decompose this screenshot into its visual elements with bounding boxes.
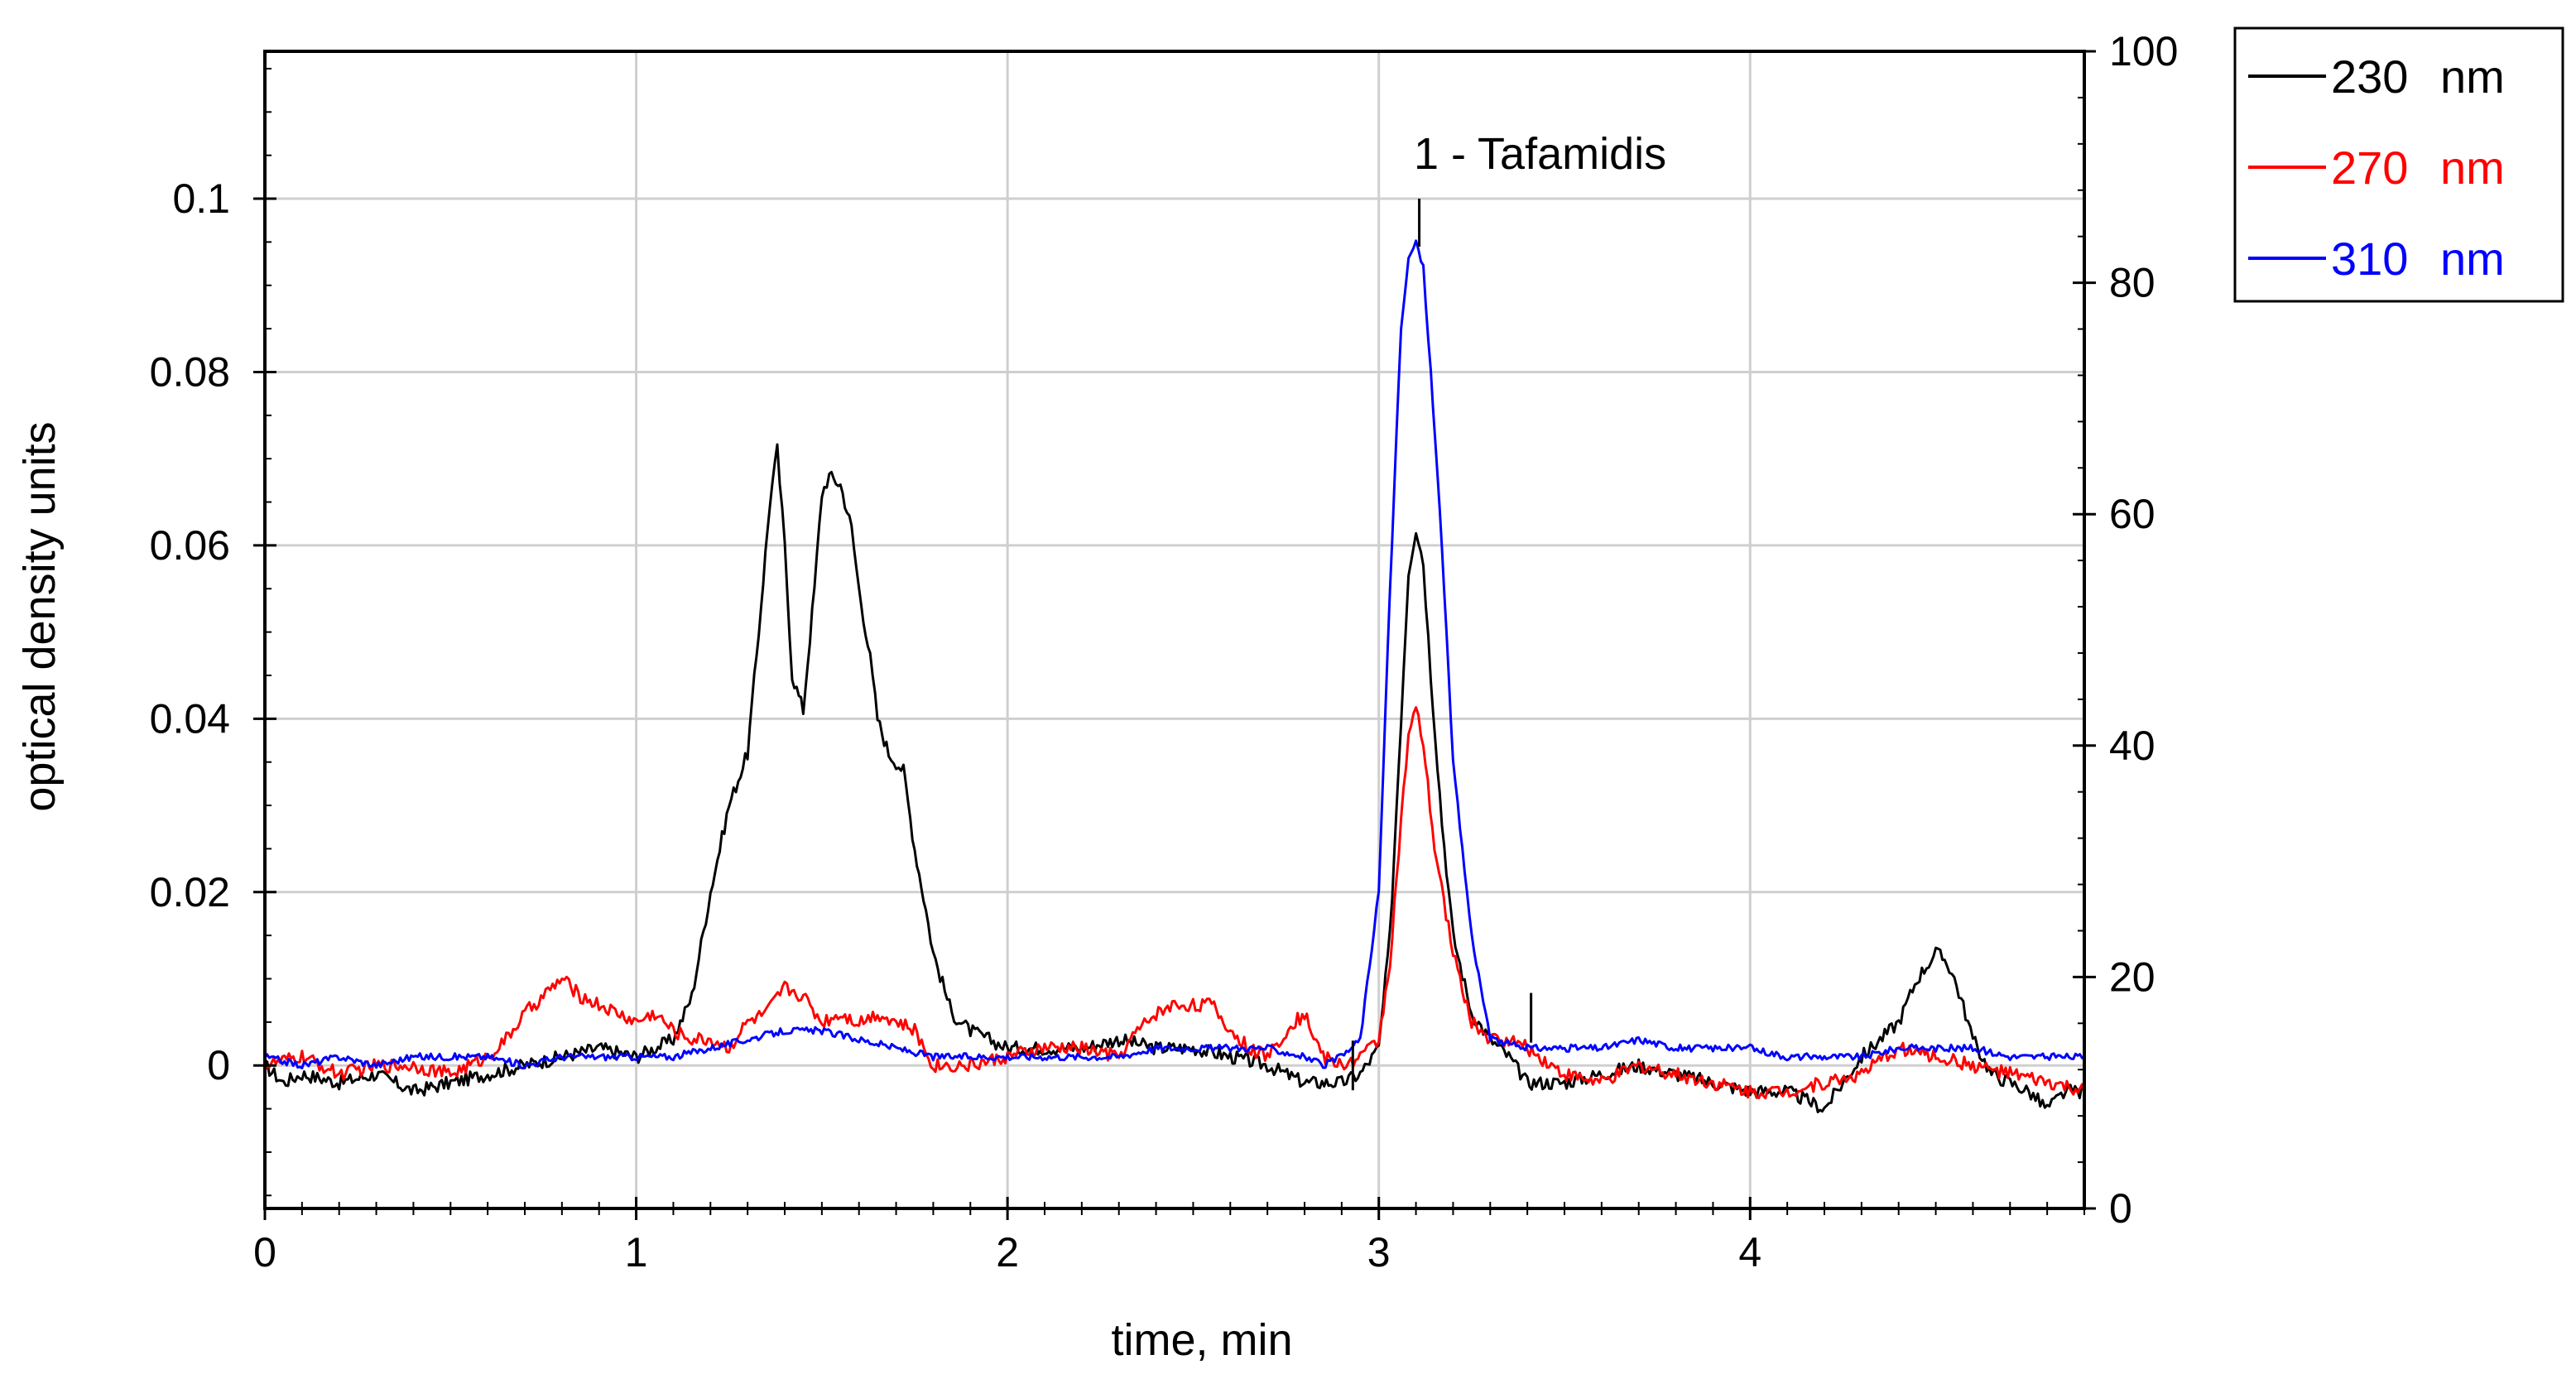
series-line-310: [263, 239, 2085, 1070]
series-line-270: [263, 706, 2086, 1100]
peak-annotation-label: 1 - Tafamidis: [1414, 129, 1666, 179]
legend-label-270: 270: [2331, 142, 2408, 194]
x-tick-label: 1: [625, 1229, 648, 1276]
x-axis-title: time, min: [1111, 1315, 1292, 1365]
y2-tick-label: 100: [2109, 28, 2178, 74]
y-tick-label: 0.06: [150, 522, 230, 569]
x-axis: 0 1 2 3 4: [253, 1197, 2085, 1276]
legend-unit-230: nm: [2440, 50, 2505, 103]
y-axis-right: 0 20 40 60 80 100: [2073, 28, 2178, 1232]
series-layer: [263, 239, 2086, 1113]
y2-tick-label: 60: [2109, 491, 2155, 537]
y-tick-label: 0.08: [150, 348, 230, 395]
x-tick-label: 2: [996, 1229, 1019, 1276]
y2-tick-label: 20: [2109, 954, 2155, 1000]
legend-unit-270: nm: [2440, 142, 2505, 194]
annotations: 1 - Tafamidis: [1351, 129, 1666, 1091]
plot-frame: [263, 50, 2086, 1210]
y2-tick-label: 0: [2109, 1185, 2132, 1232]
y-axis-left: 0 0.02 0.04 0.06 0.08 0.1: [150, 67, 276, 1197]
legend-label-310: 310: [2331, 233, 2408, 285]
y-axis-title: optical density units: [15, 421, 65, 811]
y-tick-label: 0.04: [150, 695, 230, 742]
legend: 230 nm 270 nm 310 nm: [2233, 26, 2564, 303]
legend-unit-310: nm: [2440, 233, 2505, 285]
plot-area: [265, 51, 2084, 1208]
grid-lines: [265, 51, 2084, 1208]
y-tick-label: 0.02: [150, 869, 230, 915]
legend-label-230: 230: [2331, 50, 2408, 103]
x-tick-label: 0: [253, 1229, 276, 1276]
legend-box: [2233, 26, 2564, 303]
y2-tick-label: 80: [2109, 260, 2155, 306]
x-tick-label: 4: [1738, 1229, 1761, 1276]
y-tick-label: 0: [207, 1042, 230, 1088]
y-tick-label: 0.1: [172, 175, 230, 222]
y2-tick-label: 40: [2109, 723, 2155, 769]
x-tick-label: 3: [1367, 1229, 1391, 1276]
